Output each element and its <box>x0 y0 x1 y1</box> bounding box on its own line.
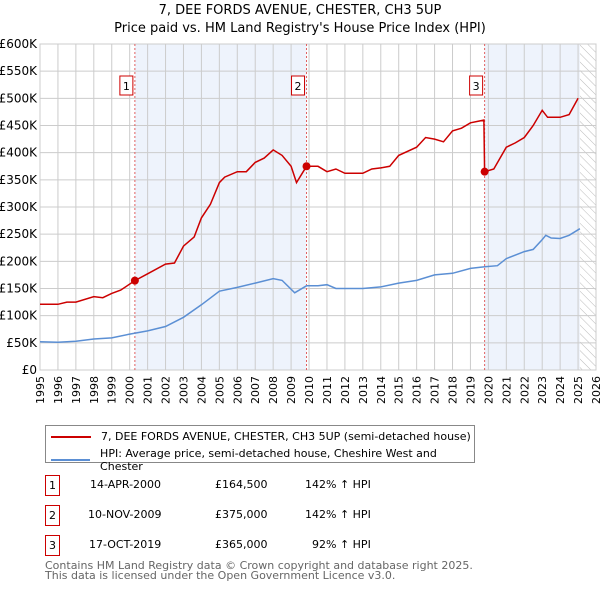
sale-hpi-change: 142% ↑ HPI <box>305 508 371 521</box>
sale-number-badge: 1 <box>45 475 60 496</box>
sale-label-box <box>469 75 484 96</box>
x-tick-label: 2008 <box>267 376 280 404</box>
sale-label: 1 <box>123 80 130 93</box>
x-tick-label: 2015 <box>393 376 406 404</box>
x-tick-label: 2014 <box>375 376 388 404</box>
x-tick-label: 2021 <box>500 376 513 404</box>
legend: 7, DEE FORDS AVENUE, CHESTER, CH3 5UP (s… <box>45 425 475 473</box>
sale-price: £375,000 <box>215 508 268 521</box>
sale-point <box>480 167 489 176</box>
x-tick-label: 2023 <box>536 376 549 404</box>
y-tick-label: £400K <box>0 146 38 160</box>
sale-label-box <box>291 75 306 96</box>
y-tick-label: £250K <box>0 227 38 241</box>
x-tick-label: 2004 <box>195 376 208 404</box>
x-tick-label: 2017 <box>429 376 442 404</box>
x-tick-label: 2022 <box>518 376 531 404</box>
x-tick-label: 2018 <box>447 376 460 404</box>
x-tick-label: 1998 <box>88 376 101 404</box>
x-tick-label: 2001 <box>142 376 155 404</box>
series-line <box>40 97 579 306</box>
y-tick-label: £100K <box>0 309 38 323</box>
x-tick-label: 2006 <box>231 376 244 404</box>
x-tick-label: 2009 <box>285 376 298 404</box>
x-tick-label: 1997 <box>70 376 83 404</box>
legend-swatch-hpi <box>51 459 91 461</box>
legend-label: HPI: Average price, semi-detached house,… <box>100 447 437 473</box>
sale-label: 2 <box>295 80 302 93</box>
sale-date: 10-NOV-2009 <box>88 508 162 521</box>
sale-price: £365,000 <box>215 538 268 551</box>
x-tick-label: 2012 <box>339 376 352 404</box>
x-tick-label: 2007 <box>249 376 262 404</box>
chart-subtitle: Price paid vs. HM Land Registry's House … <box>114 21 486 36</box>
sale-hpi-change: 142% ↑ HPI <box>305 478 371 491</box>
sale-label: 3 <box>473 80 480 93</box>
plot-border <box>39 43 597 371</box>
x-tick-label: 2011 <box>321 376 334 404</box>
legend-item-property: 7, DEE FORDS AVENUE, CHESTER, CH3 5UP (s… <box>51 430 471 443</box>
x-tick-label: 2010 <box>303 376 316 404</box>
sale-number-badge: 3 <box>45 535 60 556</box>
x-tick-label: 2019 <box>464 376 477 404</box>
y-tick-label: £450K <box>0 119 38 133</box>
x-tick-label: 2005 <box>213 376 226 404</box>
x-tick-label: 2026 <box>590 376 600 404</box>
x-tick-label: 2016 <box>411 376 424 404</box>
y-tick-label: £150K <box>0 282 38 296</box>
legend-swatch-property <box>51 435 91 438</box>
sale-hpi-change: 92% ↑ HPI <box>312 538 371 551</box>
x-tick-label: 1996 <box>52 376 65 404</box>
sale-point <box>130 276 139 285</box>
series-line <box>39 228 581 344</box>
legend-item-hpi: HPI: Average price, semi-detached house,… <box>51 447 474 473</box>
x-tick-label: 2024 <box>554 376 567 404</box>
y-tick-label: £350K <box>0 173 38 187</box>
x-tick-label: 2025 <box>572 376 585 404</box>
y-tick-label: £50K <box>6 336 38 350</box>
footer-copyright: Contains HM Land Registry data © Crown c… <box>45 559 473 572</box>
y-tick-label: £200K <box>0 254 38 268</box>
y-tick-label: £600K <box>0 37 38 51</box>
x-tick-label: 2000 <box>124 376 137 404</box>
sale-price: £164,500 <box>215 478 268 491</box>
x-tick-label: 1999 <box>106 376 119 404</box>
sale-label-box <box>119 75 134 96</box>
sale-number-badge: 2 <box>45 505 60 526</box>
sale-date: 17-OCT-2019 <box>89 538 162 551</box>
sale-point <box>302 162 311 171</box>
x-tick-label: 2003 <box>177 376 190 404</box>
x-tick-label: 2013 <box>357 376 370 404</box>
x-tick-label: 2020 <box>482 376 495 404</box>
price-chart: 1995 1996 1997 1998 1999 2000 2001 2002 2003 2004… <box>0 37 600 404</box>
y-tick-label: £300K <box>0 200 38 214</box>
legend-label: 7, DEE FORDS AVENUE, CHESTER, CH3 5UP (s… <box>101 430 471 443</box>
x-tick-label: 2002 <box>160 376 173 404</box>
y-tick-label: £0 <box>22 363 37 377</box>
x-tick-label: 1995 <box>34 376 47 404</box>
y-tick-label: £550K <box>0 64 38 78</box>
chart-title: 7, DEE FORDS AVENUE, CHESTER, CH3 5UP <box>158 3 442 18</box>
footer-licence: This data is licensed under the Open Gov… <box>45 569 396 582</box>
sale-date: 14-APR-2000 <box>90 478 162 491</box>
y-tick-label: £500K <box>0 91 38 105</box>
footer: Contains HM Land Registry data © Crown c… <box>45 559 473 582</box>
